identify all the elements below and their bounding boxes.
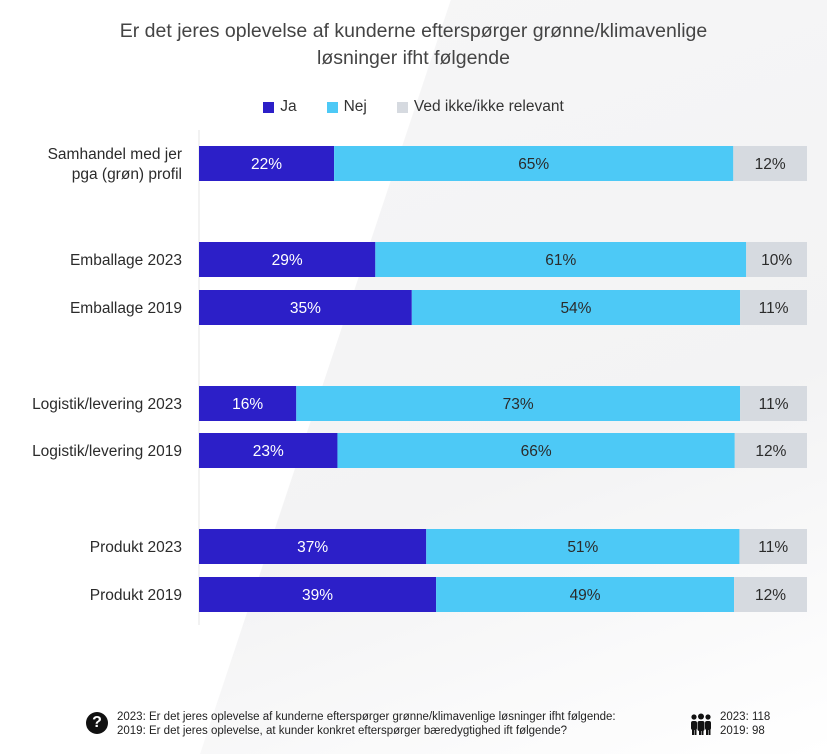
bar-value-label: 11% [759,396,789,413]
bar-segment [199,433,338,468]
legend-item-ja: Ja [263,98,297,116]
category-label: Produkt 2023 [90,539,182,556]
category-label: Emballage 2023 [70,252,182,269]
chart-legend: Ja Nej Ved ikke/ikke relevant [0,98,827,116]
bar-value-label: 61% [545,252,576,269]
category-label: Logistik/levering 2023 [32,396,182,413]
legend-label-nej: Nej [343,98,367,115]
bar-value-label: 22% [251,156,282,173]
question-circle-icon: ? [86,712,108,734]
bar-segment [199,242,376,277]
respondents-2019: 2019: 98 [720,725,765,737]
bar-segment [436,577,735,612]
bar-segment [199,386,297,421]
legend-item-nej: Nej [326,98,367,116]
bar-segment [199,529,427,564]
legend-item-ved-ikke: Ved ikke/ikke relevant [396,98,564,116]
bar-segment [740,290,807,325]
bar-segment [734,433,807,468]
stacked-bar-chart: 22% 65% 12% Samhandel med jer pga (grøn) pro… [32,130,807,625]
category-label: Logistik/levering 2019 [32,443,182,460]
chart-title-line-1: Er det jeres oplevelse af kunderne efter… [119,20,708,42]
bar-value-label: 65% [518,156,549,173]
chart-title-line-2: løsninger ifht følgende [317,47,510,69]
legend-label-ved-ikke: Ved ikke/ikke relevant [413,98,564,115]
bar-segment [740,386,807,421]
legend-swatch-ved-ikke [396,101,408,113]
bar-segment [733,146,807,181]
bar-value-label: 54% [560,300,591,317]
question-2023: 2023: Er det jeres oplevelse af kunderne… [117,711,616,723]
bar-value-label: 35% [290,300,321,317]
bar-value-label: 49% [570,587,601,604]
category-label: Emballage 2019 [70,300,182,317]
bar-value-label: 66% [521,443,552,460]
bar-value-label: 73% [503,396,534,413]
category-label: Samhandel med jer [48,146,182,163]
bar-value-label: 23% [253,443,284,460]
question-text: 2023: Er det jeres oplevelse af kunderne… [117,710,616,738]
chart-title: Er det jeres oplevelse af kunderne efter… [0,18,827,72]
bar-value-label: 29% [272,252,303,269]
bar-value-label: 11% [759,300,789,317]
bar-value-label: 10% [761,252,792,269]
legend-swatch-nej [326,101,338,113]
footer-note: ? 2023: Er det jeres oplevelse af kunder… [86,708,786,744]
legend-swatch-ja [263,101,275,113]
bar-segment [411,290,741,325]
people-icon [691,713,711,735]
bar-value-label: 51% [567,539,598,556]
bar-value-label: 12% [755,587,786,604]
bar-segment [334,146,734,181]
bar-segment [296,386,741,421]
bar-segment [739,529,807,564]
bar-value-label: 16% [232,396,263,413]
question-2019: 2019: Er det jeres oplevelse, at kunder … [117,725,568,737]
category-label: pga (grøn) profil [72,166,182,183]
bar-segment [426,529,740,564]
bar-segment [199,146,335,181]
respondents-2023: 2023: 118 [720,711,771,723]
bar-segment [746,242,807,277]
respondent-counts: 2023: 118 2019: 98 [720,710,770,738]
bar-segment [199,290,412,325]
bar-segment [734,577,807,612]
legend-label-ja: Ja [280,98,297,115]
bar-value-label: 39% [302,587,333,604]
bar-segment [375,242,747,277]
bar-value-label: 11% [758,539,788,556]
category-label: Produkt 2019 [90,587,182,604]
bar-value-label: 37% [297,539,328,556]
bar-segment [199,577,437,612]
bar-value-label: 12% [755,156,786,173]
bar-segment [337,433,735,468]
bar-value-label: 12% [755,443,786,460]
